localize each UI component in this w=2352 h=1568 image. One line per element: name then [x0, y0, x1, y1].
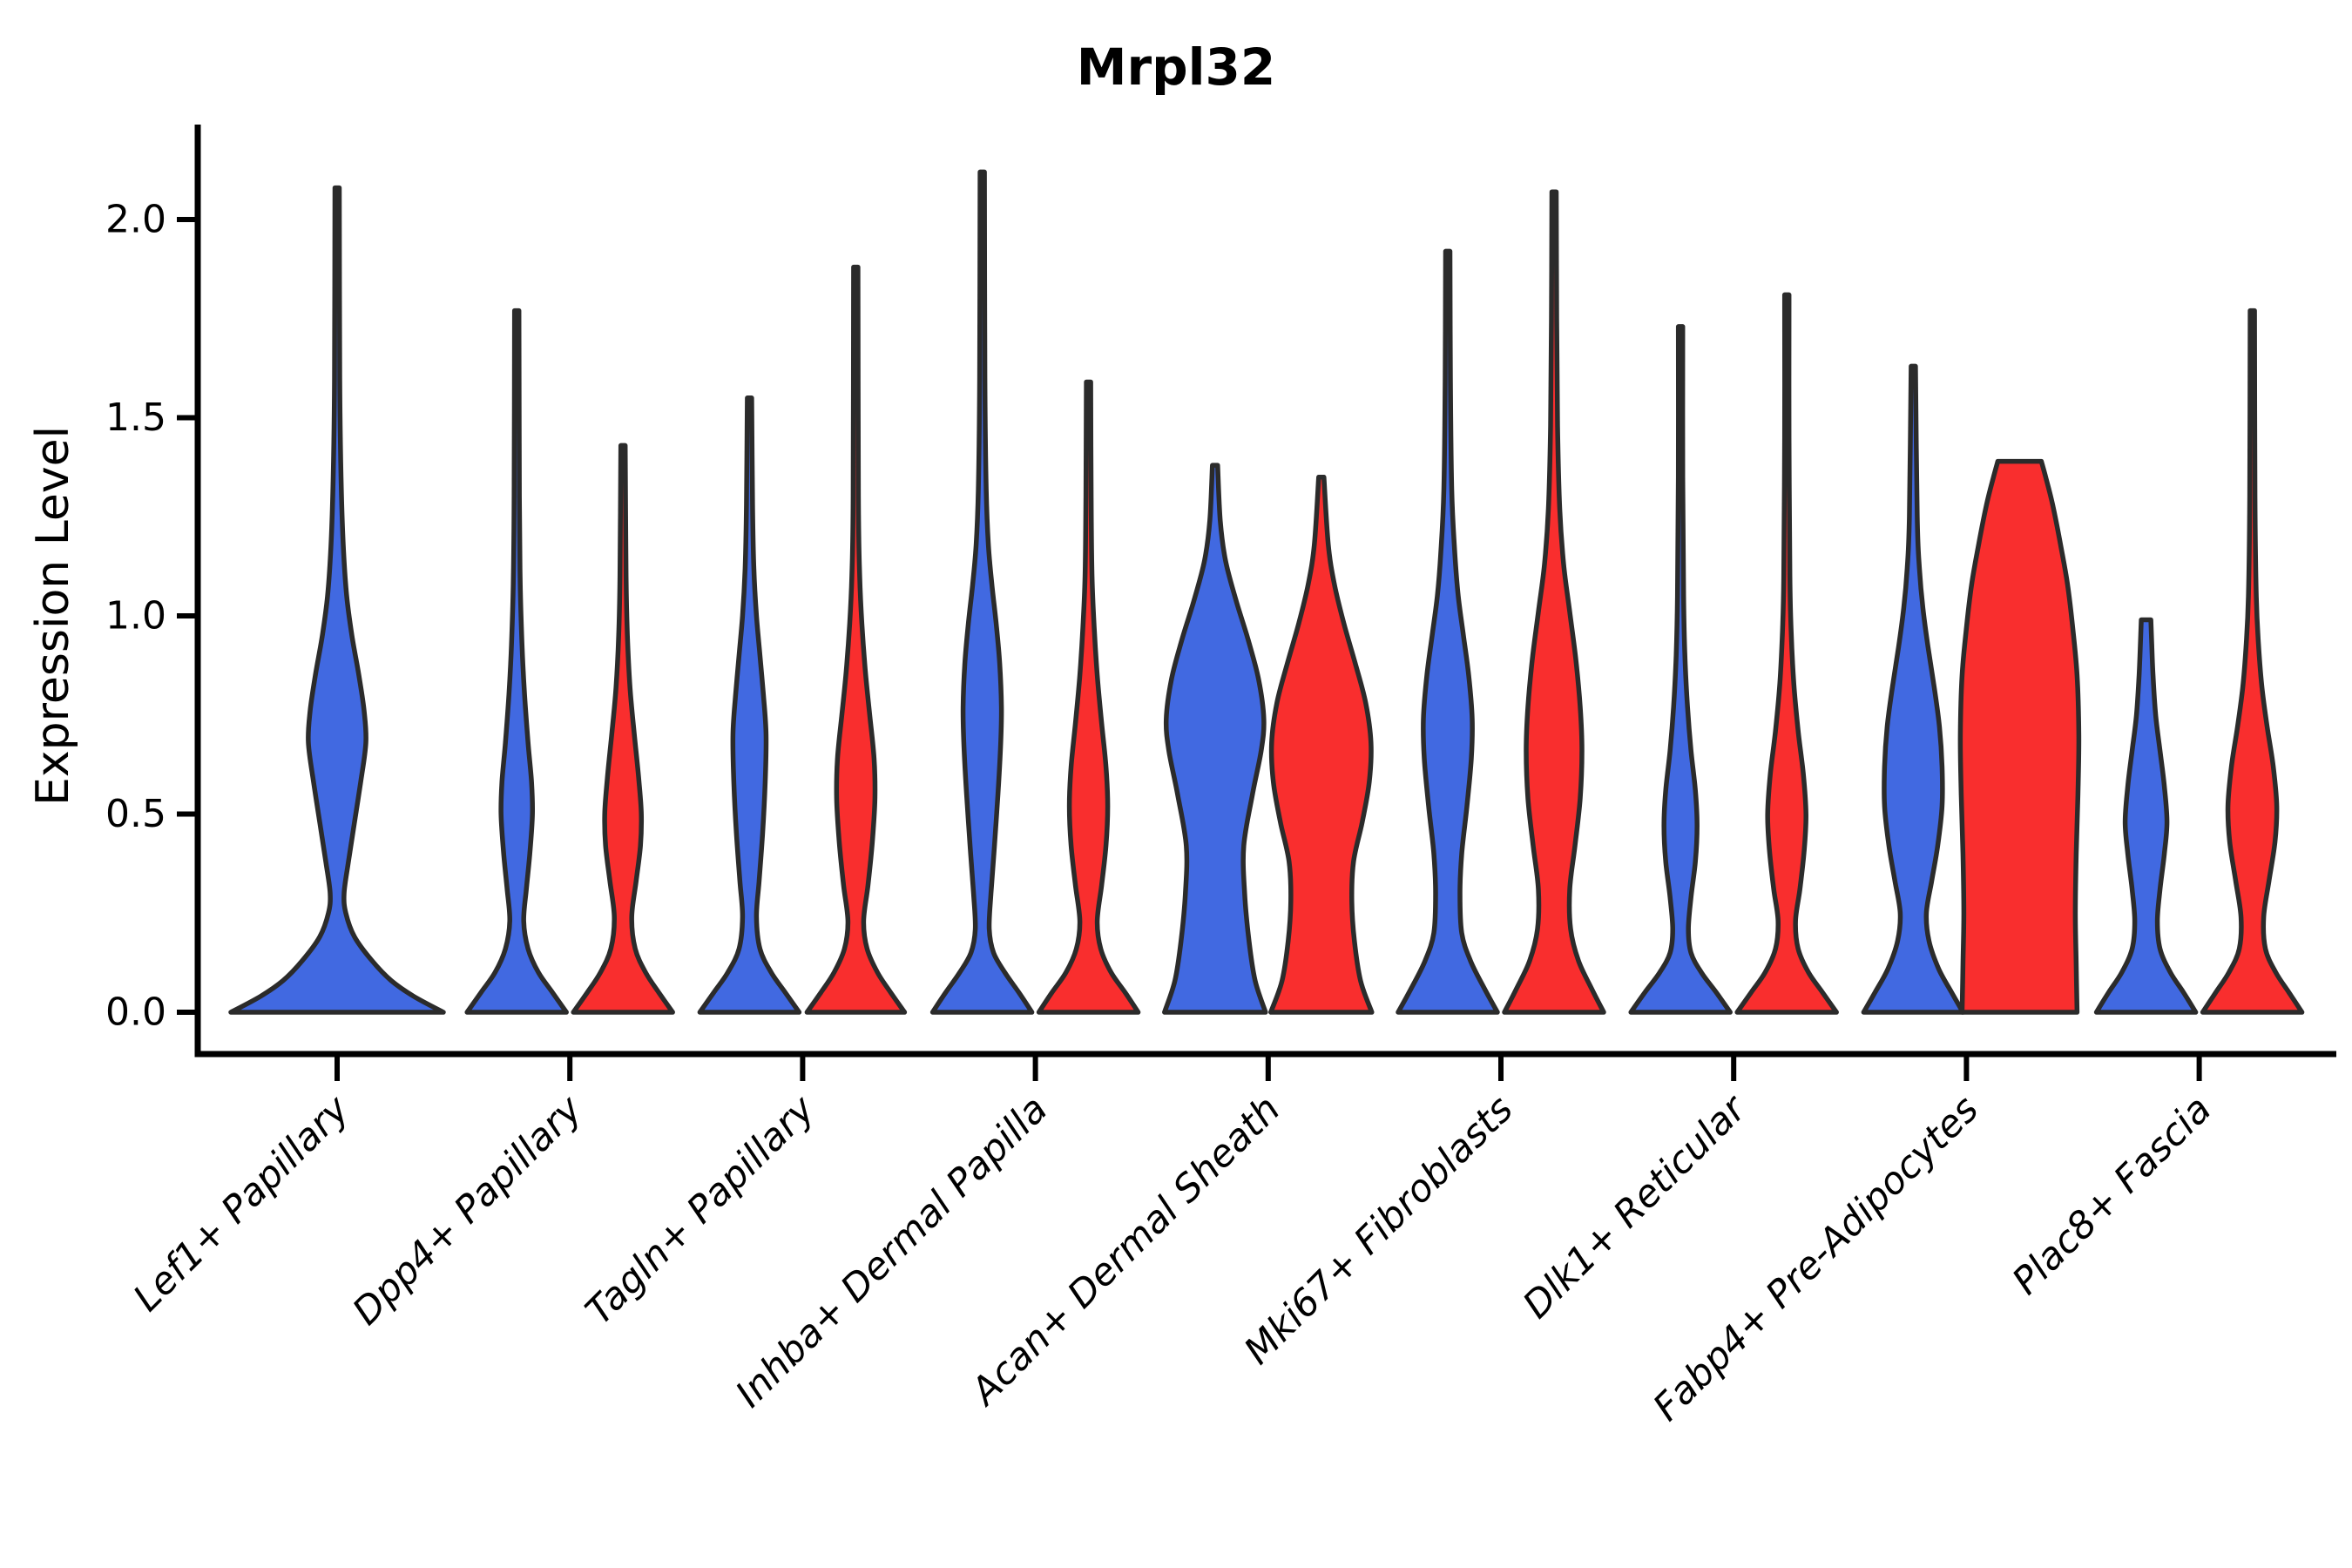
violin-inhba-dermal-papilla-red: [1036, 379, 1141, 1015]
violin-lef1-papillary-blue: [228, 185, 446, 1015]
violin-dlk1-reticular-blue: [1628, 324, 1733, 1015]
violin-fabp4-pre-adipocytes-blue: [1861, 363, 1966, 1015]
violin-dlk1-reticular-red: [1734, 292, 1839, 1015]
violin-mki67-fibroblasts-red: [1502, 189, 1606, 1015]
y-tick-label: 1.0: [105, 594, 166, 639]
violin-mki67-fibroblasts-blue: [1396, 248, 1500, 1015]
violin-dpp4-papillary-red: [571, 443, 675, 1015]
plot-title: Mrpl32: [1077, 37, 1275, 97]
violin-tagln-papillary-red: [804, 264, 908, 1015]
y-axis-label: Expression Level: [27, 426, 79, 806]
violin-acan-dermal-sheath-blue: [1162, 463, 1268, 1015]
violin-dpp4-papillary-blue: [464, 308, 569, 1015]
violins-layer: [228, 169, 2305, 1015]
y-axis-ticks: 0.0 0.5 1.0 1.5 2.0: [105, 198, 195, 1035]
violin-inhba-dermal-papilla-blue: [929, 169, 1035, 1015]
violin-plac8-fascia-blue: [2093, 617, 2199, 1015]
axes-layer: [194, 125, 2336, 1058]
y-tick-label: 1.5: [105, 395, 166, 440]
violin-tagln-papillary-blue: [697, 395, 802, 1015]
y-tick-label: 0.0: [105, 990, 166, 1035]
violin-fabp4-pre-adipocytes-red: [1957, 458, 2082, 1015]
y-tick-label: 0.5: [105, 792, 166, 836]
y-tick-label: 2.0: [105, 198, 166, 242]
violin-acan-dermal-sheath-red: [1268, 475, 1375, 1015]
violin-plac8-fascia-red: [2200, 308, 2305, 1015]
